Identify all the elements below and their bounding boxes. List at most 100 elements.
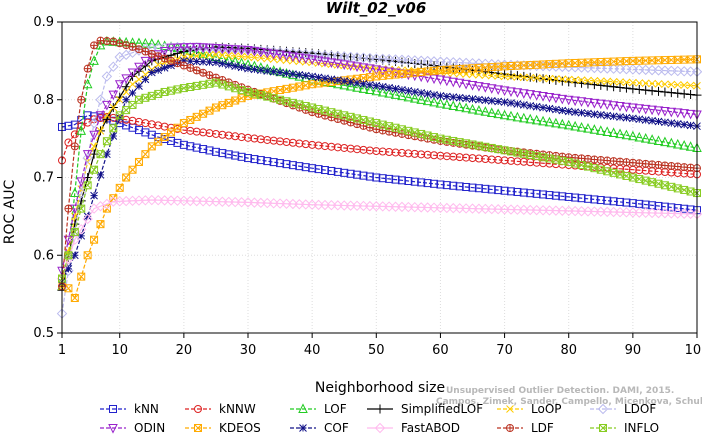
series-marker-kdeos xyxy=(603,57,612,66)
series-marker-cof xyxy=(526,101,535,110)
series-marker-lof xyxy=(358,83,369,93)
series-marker-kdeos xyxy=(481,63,490,72)
series-marker-loop xyxy=(487,71,496,80)
series-marker-fastabod xyxy=(82,213,93,225)
series-marker-cof xyxy=(686,121,695,130)
series-marker-knn xyxy=(231,151,240,160)
series-marker-inflo xyxy=(532,152,541,161)
series-marker-kdeos xyxy=(288,83,297,92)
series-marker-kdeos xyxy=(654,56,663,65)
series-marker-cof xyxy=(513,100,522,108)
series-marker-ldf xyxy=(90,41,99,50)
series-marker-odin xyxy=(422,73,433,84)
series-marker-knnw xyxy=(218,130,227,139)
series-marker-odin xyxy=(300,54,311,65)
series-marker-lof xyxy=(82,78,93,89)
series-marker-cof xyxy=(680,120,689,129)
series-marker-kdeos xyxy=(539,60,548,69)
series-marker-loop xyxy=(667,80,676,89)
series-marker-ldof xyxy=(403,54,414,66)
series-marker-cof xyxy=(641,116,650,124)
series-marker-cof xyxy=(115,114,124,122)
series-marker-ldof xyxy=(377,53,388,65)
series-marker-inflo xyxy=(673,184,682,193)
legend-label-kdeos: KDEOS xyxy=(219,421,261,434)
x-tick-label: 70 xyxy=(496,343,513,358)
series-marker-ldof xyxy=(435,56,446,67)
series-marker-inflo xyxy=(372,119,381,128)
series-marker-kdeos xyxy=(474,63,483,72)
series-marker-inflo xyxy=(583,162,592,171)
series-marker-cof xyxy=(353,79,361,87)
legend-label-loop: LoOP xyxy=(531,402,562,416)
series-marker-odin xyxy=(243,45,253,56)
series-marker-cof xyxy=(128,89,137,97)
legend-label-ldf: LDF xyxy=(531,421,554,434)
series-marker-kdeos xyxy=(596,58,605,67)
series-marker-lof xyxy=(666,137,677,148)
series-marker-knnw xyxy=(308,140,317,149)
series-marker-cof xyxy=(160,64,169,72)
series-marker-ldf xyxy=(628,158,637,167)
series-marker-cof xyxy=(231,62,240,71)
y-axis-label: ROC AUC xyxy=(2,179,18,244)
series-marker-knn xyxy=(628,199,637,208)
series-marker-ldf xyxy=(77,95,86,104)
series-marker-ldof xyxy=(409,55,420,66)
series-marker-knn xyxy=(211,147,220,156)
series-marker-cof xyxy=(205,58,214,66)
series-marker-knn xyxy=(173,138,182,147)
series-marker-inflo xyxy=(308,103,317,112)
series-marker-knnw xyxy=(365,146,374,155)
series-marker-odin xyxy=(320,57,330,67)
series-marker-lof xyxy=(634,131,645,142)
series-marker-odin xyxy=(82,150,93,160)
series-marker-knnw xyxy=(455,153,464,162)
series-marker-odin xyxy=(307,55,317,65)
series-marker-odin xyxy=(159,46,170,57)
series-marker-kdeos xyxy=(282,84,291,93)
series-marker-ldf xyxy=(320,111,329,120)
legend-item-ldof: LDOF xyxy=(590,402,656,416)
series-marker-cof xyxy=(147,68,156,77)
series-marker-knn xyxy=(590,195,599,204)
series-marker-knn xyxy=(397,176,406,185)
series-marker-inflo xyxy=(301,101,310,110)
series-marker-inflo xyxy=(436,134,445,143)
series-marker-cof xyxy=(314,73,323,82)
series-marker-knnw xyxy=(301,140,310,149)
series-marker-simplifiedlof xyxy=(654,86,664,96)
series-marker-odin xyxy=(153,50,164,60)
series-marker-lof xyxy=(583,123,593,133)
series-marker-ldof xyxy=(294,48,305,59)
series-marker-cof xyxy=(263,67,272,75)
series-marker-knn xyxy=(616,197,625,206)
legend-item-simplifiedlof: SimplifiedLOF xyxy=(367,402,483,416)
series-marker-ldof xyxy=(95,94,106,105)
series-marker-cof xyxy=(327,75,336,84)
series-marker-knnw xyxy=(199,128,208,137)
series-marker-kdeos xyxy=(436,66,445,75)
series-marker-odin xyxy=(666,107,677,118)
series-marker-odin xyxy=(551,93,561,104)
series-marker-knnw xyxy=(423,150,432,159)
series-marker-kdeos xyxy=(590,58,599,67)
series-marker-cof xyxy=(340,77,349,85)
series-marker-odin xyxy=(512,88,523,98)
series-marker-knn xyxy=(673,204,682,213)
series-marker-knn xyxy=(288,161,297,170)
series-marker-ldof xyxy=(422,55,433,67)
series-marker-simplifiedlof xyxy=(609,82,619,92)
legend-item-knn: kNN xyxy=(100,402,159,416)
series-marker-inflo xyxy=(660,181,669,190)
series-marker-inflo xyxy=(237,86,246,95)
legend-label-simplifiedlof: SimplifiedLOF xyxy=(401,402,483,416)
series-marker-knnw xyxy=(513,157,522,166)
series-marker-kdeos xyxy=(641,56,650,65)
series-marker-knn xyxy=(417,178,426,187)
series-marker-ldof xyxy=(448,57,459,68)
series-marker-kdeos xyxy=(70,294,79,303)
series-marker-knnw xyxy=(333,143,342,152)
series-marker-lof xyxy=(621,129,632,140)
series-marker-odin xyxy=(198,43,208,53)
